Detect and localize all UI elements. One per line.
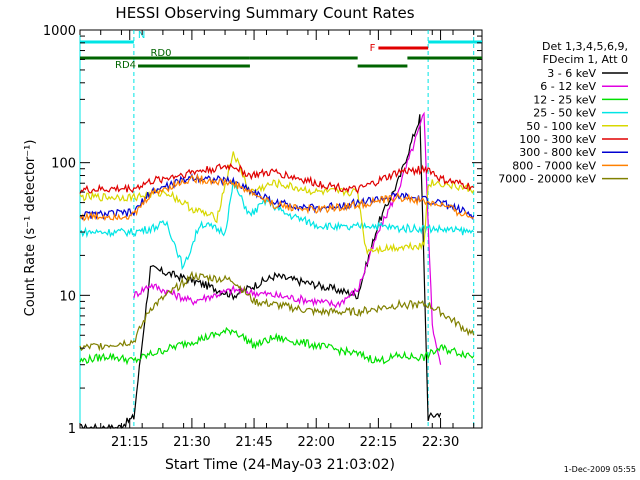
x-tick-label-3: 22:00 <box>297 435 334 450</box>
legend-entry-7: 800 - 7000 keV <box>512 159 596 172</box>
flag-label-n: N <box>138 30 145 41</box>
series-line-2 <box>79 326 475 366</box>
series-layer <box>79 111 475 430</box>
series-line-1 <box>133 111 442 365</box>
x-axis-label: Start Time (24-May-03 21:03:02) <box>165 457 395 473</box>
x-tick-label-4: 22:15 <box>360 435 397 450</box>
x-tick-label-5: 22:30 <box>422 435 459 450</box>
flag-bars: N F RD0 RD4 <box>80 30 482 71</box>
series-line-0 <box>79 114 442 430</box>
timestamp: 1-Dec-2009 05:55 <box>564 465 636 474</box>
legend-entry-2: 12 - 25 keV <box>533 93 596 106</box>
legend-header-line-2: FDecim 1, Att 0 <box>543 53 628 66</box>
x-tick-label-0: 21:15 <box>111 435 148 450</box>
chart-title: HESSI Observing Summary Count Rates <box>115 4 414 22</box>
flag-label-rd0: RD0 <box>150 48 171 59</box>
flag-label-rd4: RD4 <box>115 60 136 71</box>
series-line-8 <box>79 270 475 352</box>
legend-header-line-1: Det 1,3,4,5,6,9, <box>542 40 628 53</box>
series-line-6 <box>79 173 475 221</box>
axes: 1 10 100 1000 21:15 21:30 21:45 22:00 22:15 22:30 <box>43 24 482 450</box>
legend-entry-5: 100 - 300 keV <box>519 133 596 146</box>
legend-entry-6: 300 - 800 keV <box>519 146 596 159</box>
legend-entry-0: 3 - 6 keV <box>547 67 596 80</box>
series-line-7 <box>79 173 474 222</box>
y-tick-label-3: 1000 <box>43 24 76 39</box>
legend-entry-1: 6 - 12 keV <box>540 80 596 93</box>
series-line-5 <box>79 162 475 195</box>
x-tick-label-2: 21:45 <box>235 435 272 450</box>
legend-entry-8: 7000 - 20000 keV <box>498 173 596 186</box>
y-tick-label-1: 10 <box>59 289 76 304</box>
y-axis-label: Count Rate (s⁻¹ detector⁻¹) <box>23 140 38 317</box>
x-tick-label-1: 21:30 <box>173 435 210 450</box>
y-tick-label-0: 1 <box>68 422 76 437</box>
y-tick-label-2: 100 <box>51 157 76 172</box>
legend-entry-4: 50 - 100 keV <box>526 120 596 133</box>
legend: Det 1,3,4,5,6,9, FDecim 1, Att 0 3 - 6 k… <box>498 40 628 186</box>
series-line-4 <box>79 151 475 256</box>
flag-label-f: F <box>370 43 376 54</box>
legend-entry-3: 25 - 50 keV <box>533 107 596 120</box>
